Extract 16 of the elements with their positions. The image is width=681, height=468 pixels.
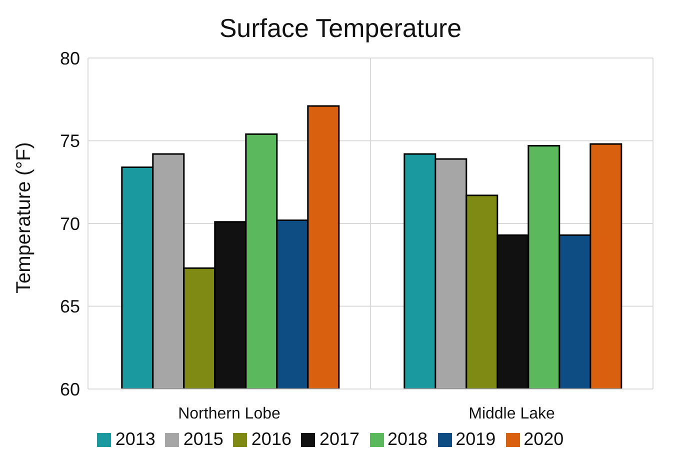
y-axis-title: Temperature (°F) [13, 142, 36, 294]
chart-title: Surface Temperature [218, 12, 463, 45]
legend-label: 2020 [524, 429, 564, 449]
x-tick-label: Northern Lobe [178, 405, 280, 422]
y-tick-label: 80 [60, 48, 80, 68]
legend-label: 2019 [456, 429, 496, 449]
legend-label: 2016 [251, 429, 292, 449]
y-tick-label: 70 [60, 214, 80, 234]
y-tick-label: 75 [60, 131, 80, 152]
x-tick-label: Middle Lake [468, 405, 555, 422]
legend-label: 2018 [388, 429, 428, 449]
legend-label: 2015 [183, 429, 224, 449]
y-tick-label: 65 [60, 296, 80, 317]
y-tick-label: 60 [60, 379, 80, 400]
legend-label: 2017 [319, 429, 360, 449]
legend-label: 2013 [115, 429, 156, 449]
